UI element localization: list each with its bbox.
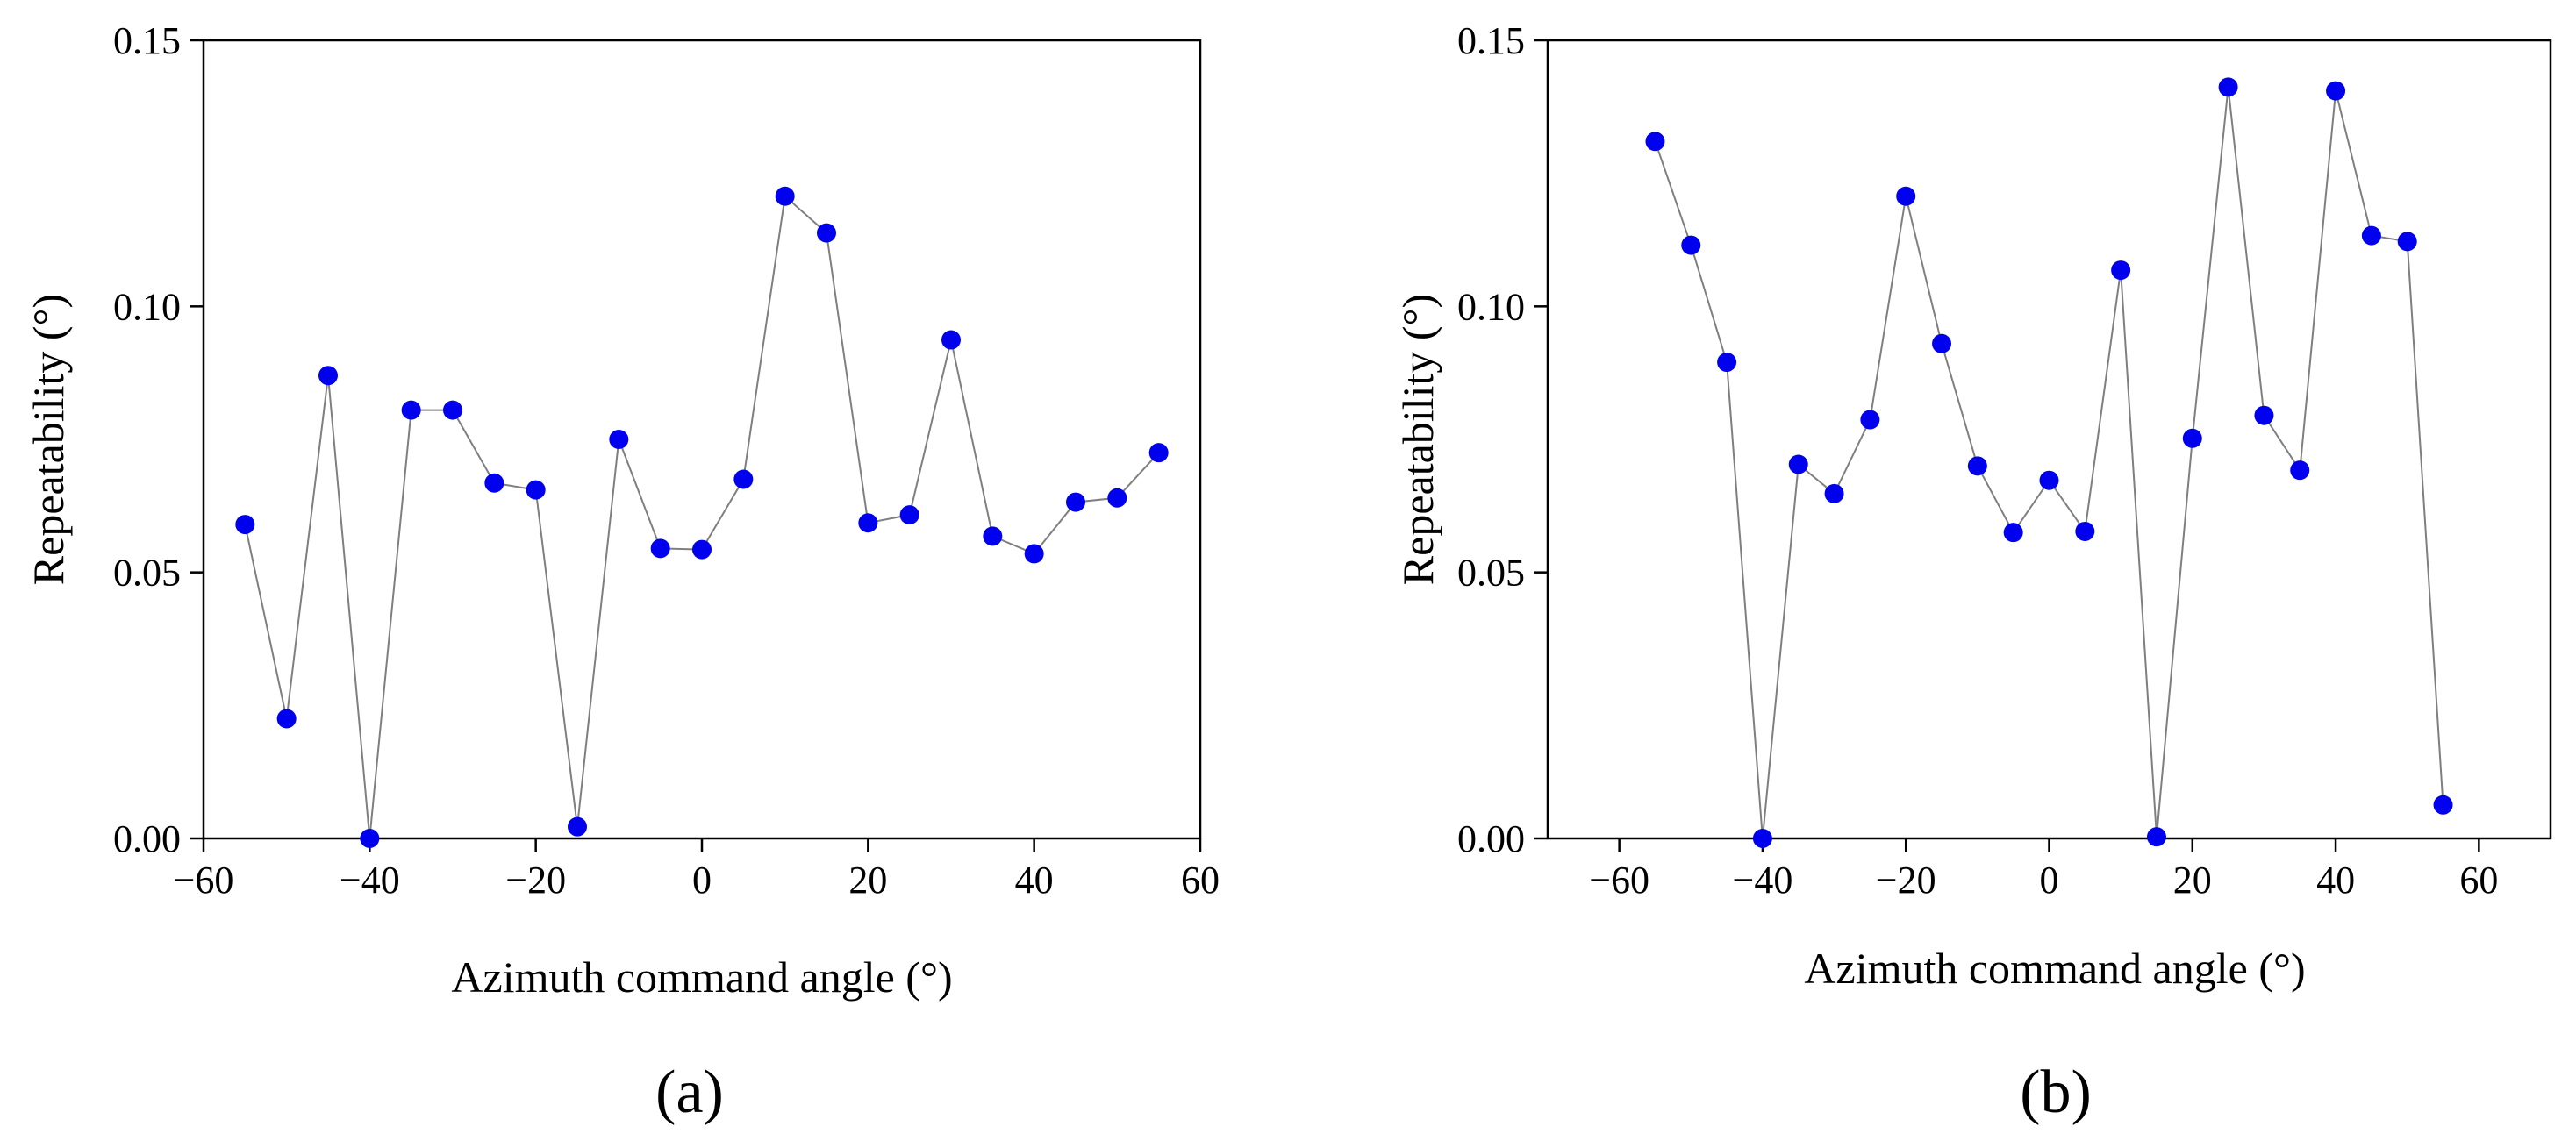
data-point — [2397, 232, 2417, 252]
x-tick-label: 40 — [2316, 859, 2355, 902]
data-point — [2290, 460, 2310, 481]
y-tick-label: 0.10 — [1457, 285, 1525, 328]
data-point — [858, 513, 878, 533]
data-point — [276, 709, 297, 729]
y-tick-label: 0.05 — [113, 552, 181, 595]
y-tick-label: 0.10 — [113, 285, 181, 328]
x-tick-label: 40 — [1015, 859, 1054, 902]
data-point — [1066, 492, 1085, 512]
data-point — [484, 473, 504, 493]
data-point — [2254, 405, 2274, 425]
data-point — [1645, 132, 1665, 152]
x-axis-title-panel-a: Azimuth command angle (°) — [451, 952, 952, 1002]
series-group-panel-b — [1645, 77, 2453, 848]
data-point — [2003, 523, 2023, 543]
x-tick-label: 0 — [2040, 859, 2059, 902]
y-tick-label: 0.05 — [1457, 552, 1525, 595]
x-axis-title-panel-b: Azimuth command angle (°) — [1804, 944, 2305, 993]
data-point — [2146, 827, 2166, 847]
data-point — [1107, 488, 1127, 508]
data-point — [1860, 410, 1880, 430]
y-axis-title-panel-b: Repeatability (°) — [1393, 294, 1442, 585]
y-tick-label: 0.15 — [113, 19, 181, 62]
data-point — [775, 186, 795, 206]
axes-panel-a: −60 −40 −20 0 20 40 60 0.00 0.05 0.10 0.15 — [113, 19, 1220, 902]
data-point — [1681, 235, 1701, 255]
data-point — [2361, 225, 2381, 246]
data-point — [1024, 544, 1044, 564]
y-tick-label: 0.00 — [113, 817, 181, 860]
x-tick-label: 60 — [1181, 859, 1220, 902]
data-point — [401, 400, 421, 420]
data-point — [318, 366, 338, 386]
data-point — [2433, 795, 2453, 815]
x-tick-label: −60 — [174, 859, 234, 902]
data-point — [2039, 470, 2059, 490]
series-group-panel-a — [235, 186, 1169, 848]
data-point — [941, 330, 961, 350]
data-point — [692, 539, 712, 560]
data-point — [2182, 428, 2202, 448]
chart-panel-b: −60 −40 −20 0 20 40 60 0.00 0.05 0.10 0.15 Azimuth… — [1393, 19, 2552, 1126]
data-point — [1717, 353, 1737, 373]
x-tick-label: −40 — [340, 859, 400, 902]
data-point — [2326, 81, 2346, 101]
data-point — [235, 515, 255, 535]
y-tick-label: 0.00 — [1457, 817, 1525, 860]
data-point — [983, 526, 1003, 546]
data-point — [360, 829, 380, 848]
chart-panel-a: −60 −40 −20 0 20 40 60 0.00 0.05 0.10 0.15 Azimuth… — [24, 19, 1220, 1126]
data-point — [1752, 829, 1772, 848]
data-point — [1788, 454, 1808, 474]
data-point — [443, 400, 462, 420]
panel-label-b: (b) — [2020, 1059, 2092, 1126]
x-tick-label: 0 — [692, 859, 712, 902]
data-point — [1896, 186, 1916, 206]
data-point — [568, 816, 587, 837]
y-tick-label: 0.15 — [1457, 19, 1525, 62]
data-point — [650, 538, 670, 559]
data-point — [2111, 260, 2131, 281]
x-tick-label: −20 — [1876, 859, 1936, 902]
data-point — [1932, 333, 1952, 353]
data-point — [733, 469, 754, 489]
data-point — [899, 505, 919, 525]
x-tick-label: 20 — [2173, 859, 2212, 902]
x-tick-label: 60 — [2459, 859, 2498, 902]
data-point — [1967, 456, 1987, 476]
x-tick-label: 20 — [848, 859, 887, 902]
x-tick-label: −40 — [1733, 859, 1793, 902]
data-point — [609, 430, 629, 449]
data-point — [2075, 521, 2095, 541]
y-axis-title-panel-a: Repeatability (°) — [24, 294, 73, 585]
x-tick-label: −20 — [505, 859, 566, 902]
x-tick-label: −60 — [1589, 859, 1649, 902]
data-point — [1148, 443, 1169, 463]
data-point — [1824, 483, 1844, 503]
data-point — [817, 223, 836, 243]
data-point — [2218, 77, 2238, 97]
axes-panel-b: −60 −40 −20 0 20 40 60 0.00 0.05 0.10 0.15 — [1457, 19, 2552, 902]
data-point — [526, 480, 546, 500]
panel-label-a: (a) — [655, 1059, 724, 1126]
